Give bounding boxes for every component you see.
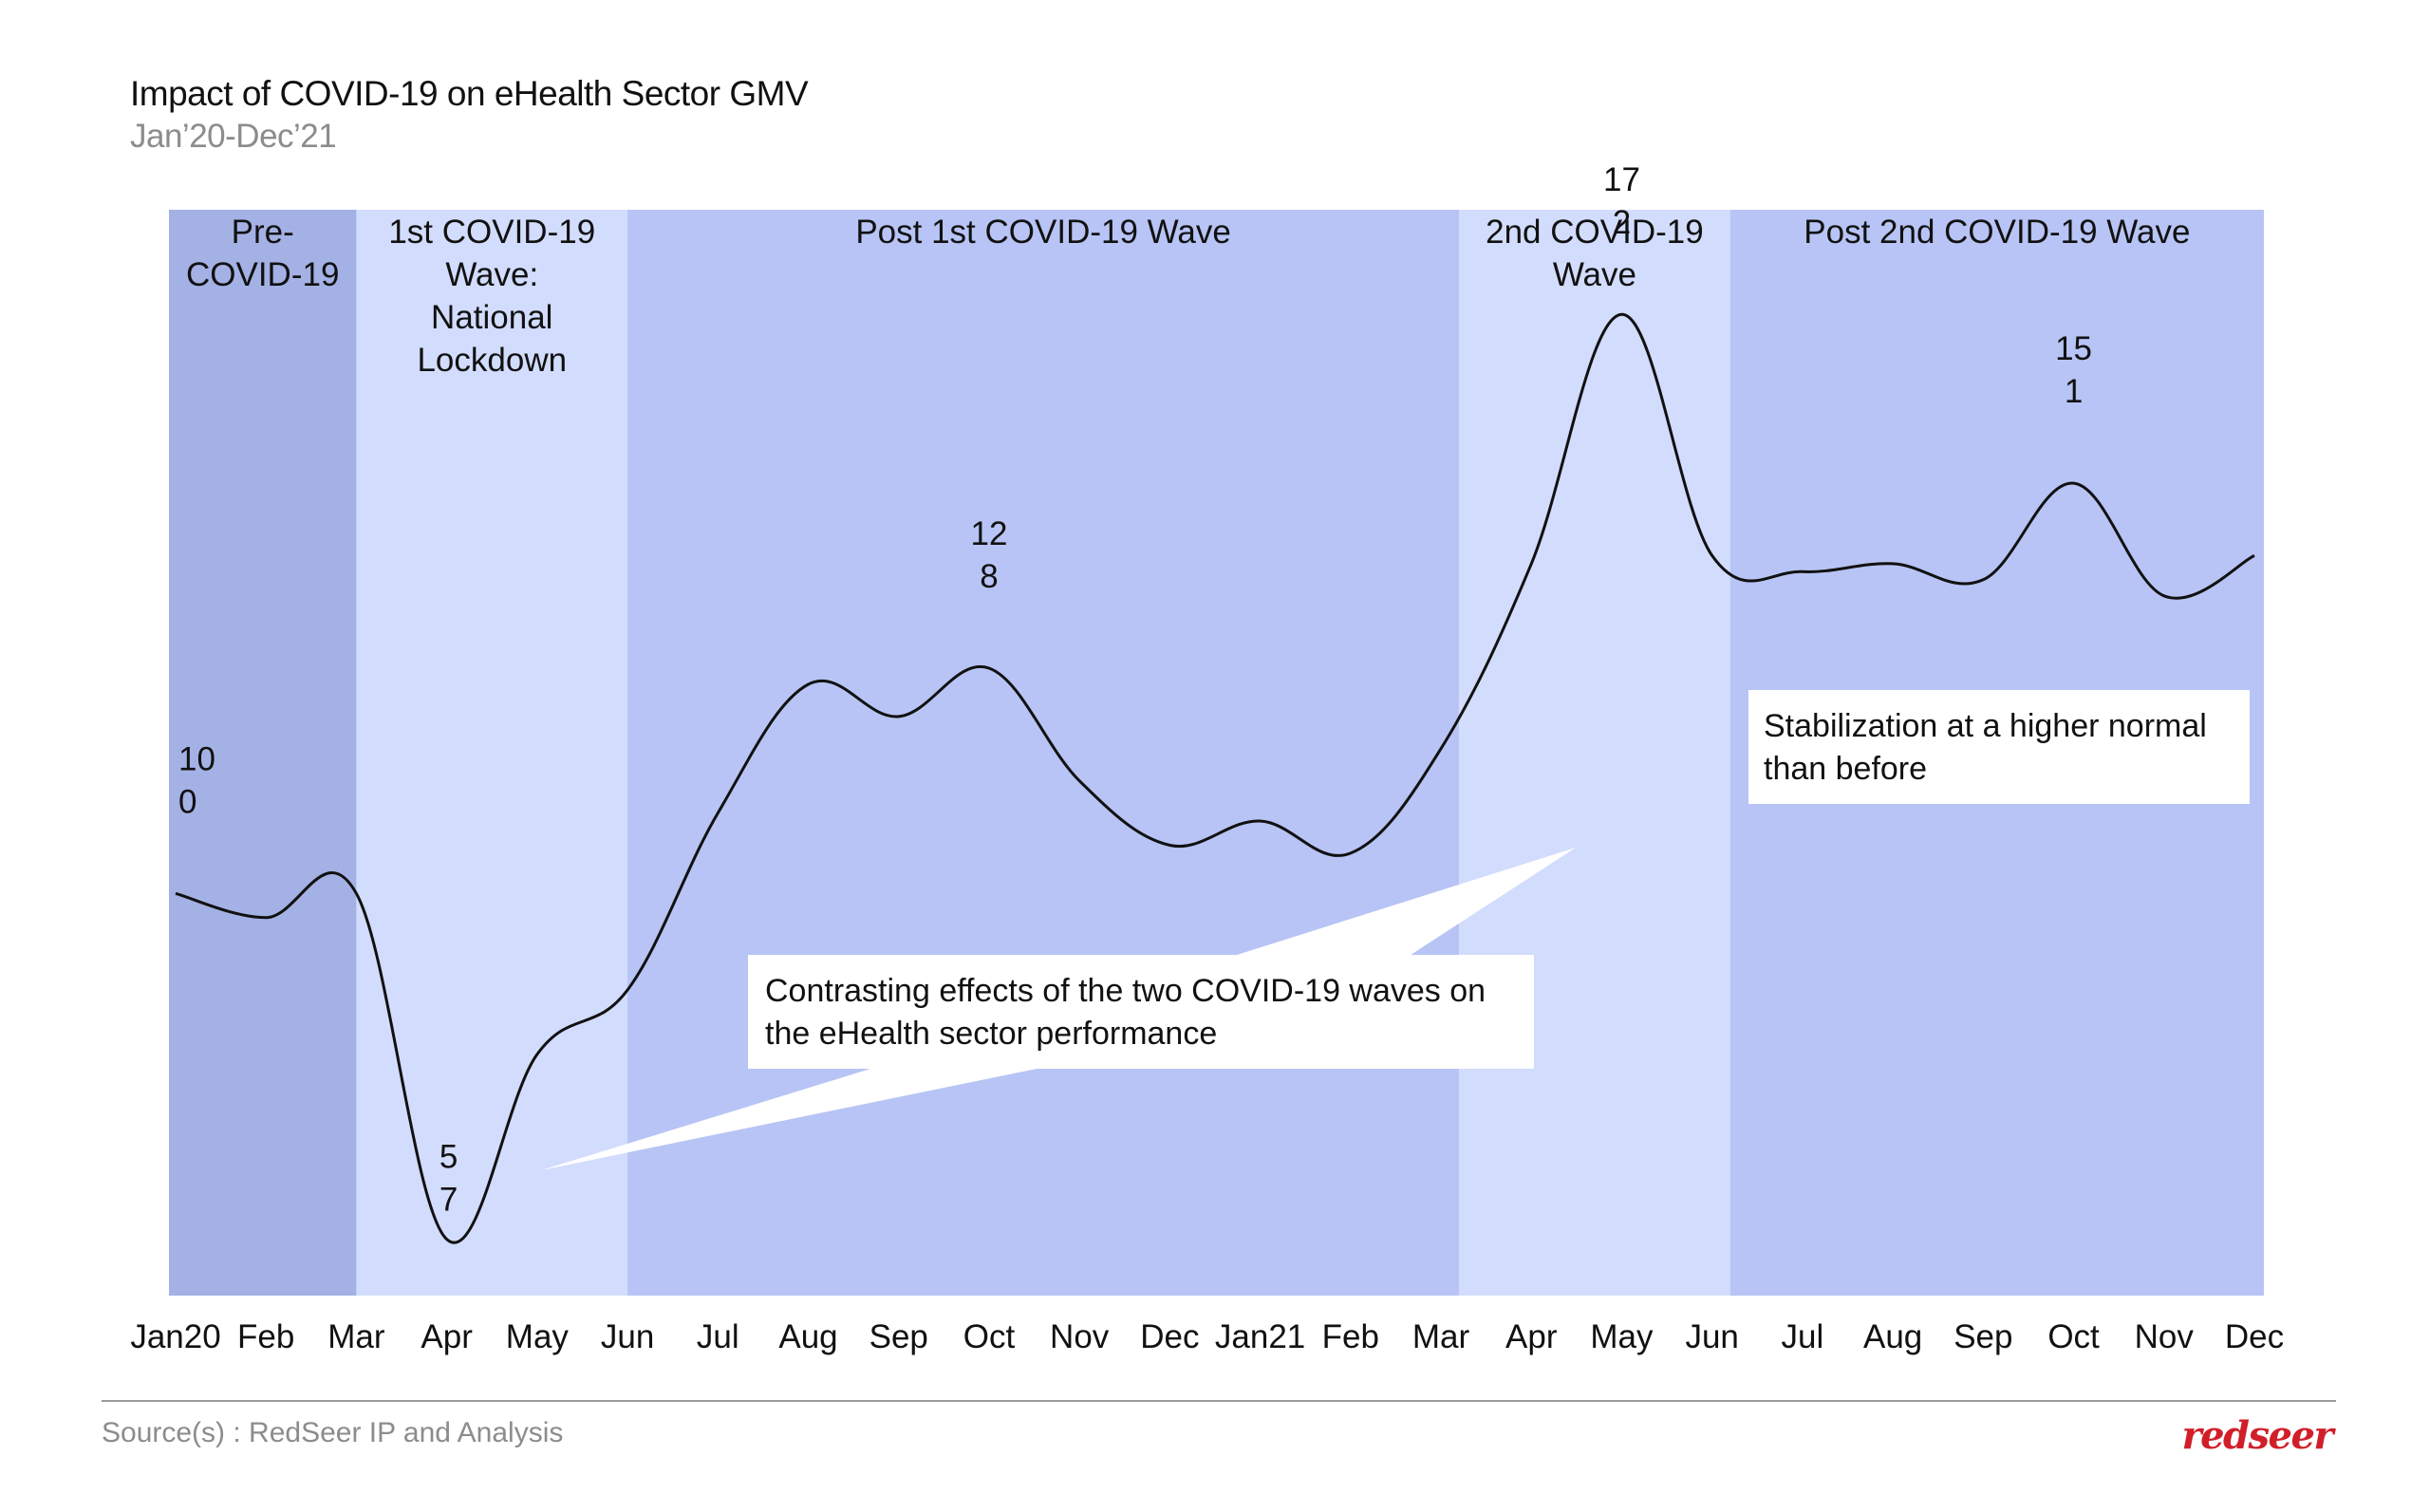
x-tick-label-3: Apr: [421, 1318, 473, 1355]
annotation-stabilization-line-0: Stabilization at a higher normal: [1764, 708, 2207, 744]
x-tick-label-13: Feb: [1322, 1318, 1379, 1355]
data-point-18: [1801, 569, 1804, 573]
data-point-16: [1619, 312, 1623, 316]
data-point-17: [1710, 553, 1714, 557]
point-label-4-1: 1: [2065, 373, 2083, 410]
x-tick-label-17: Jun: [1685, 1318, 1738, 1355]
x-tick-label-19: Aug: [1863, 1318, 1922, 1355]
phase-label-2-0: Post 1st COVID-19 Wave: [855, 214, 1231, 251]
x-tick-label-18: Jul: [1782, 1318, 1824, 1355]
data-point-22: [2162, 594, 2166, 598]
x-tick-label-23: Dec: [2225, 1318, 2284, 1355]
data-point-8: [897, 715, 901, 719]
x-tick-label-1: Feb: [237, 1318, 294, 1355]
phase-label-1-3: Lockdown: [417, 342, 567, 379]
x-tick-label-9: Oct: [963, 1318, 1016, 1355]
point-label-2-0: 12: [970, 515, 1007, 552]
point-label-1-1: 7: [439, 1182, 458, 1219]
data-point-13: [1349, 851, 1353, 855]
x-tick-label-2: Mar: [327, 1318, 385, 1355]
data-point-20: [1981, 578, 1985, 582]
x-tick-label-20: Sep: [1953, 1318, 2012, 1355]
phase-band-1: [356, 210, 628, 1296]
phase-label-0-1: COVID-19: [186, 256, 339, 293]
phase-band-3: [1459, 210, 1730, 1296]
data-point-7: [807, 682, 811, 686]
phase-label-3-1: Wave: [1553, 256, 1636, 293]
x-tick-label-14: Mar: [1412, 1318, 1470, 1355]
data-point-12: [1259, 819, 1262, 823]
x-tick-label-10: Nov: [1050, 1318, 1110, 1355]
x-tick-label-7: Aug: [778, 1318, 837, 1355]
x-tick-label-5: Jun: [601, 1318, 654, 1355]
point-label-0-0: 10: [178, 740, 215, 777]
data-point-21: [2072, 481, 2076, 485]
source-note: Source(s) : RedSeer IP and Analysis: [102, 1417, 564, 1448]
phase-label-1-1: Wave:: [445, 256, 538, 293]
data-point-23: [2252, 553, 2256, 557]
phase-label-0-0: Pre-: [232, 214, 294, 251]
phase-label-3-0: 2nd COVID-19: [1486, 214, 1704, 251]
annotation-contrast-line-1: the eHealth sector performance: [765, 1016, 1217, 1052]
annotation-box-stabilization: [1748, 690, 2250, 804]
chart-title: Impact of COVID-19 on eHealth Sector GMV: [130, 74, 809, 113]
x-tick-label-21: Oct: [2047, 1318, 2100, 1355]
data-point-10: [1077, 779, 1081, 783]
data-point-3: [445, 1238, 449, 1241]
data-point-11: [1168, 843, 1171, 847]
x-tick-label-22: Nov: [2135, 1318, 2195, 1355]
data-point-4: [535, 1053, 539, 1056]
phase-band-0: [169, 210, 357, 1296]
x-tick-label-16: May: [1590, 1318, 1654, 1355]
phase-label-1-2: National: [431, 299, 552, 336]
data-point-9: [987, 666, 991, 670]
annotation-contrast-line-0: Contrasting effects of the two COVID-19 …: [765, 973, 1486, 1009]
x-tick-label-15: Apr: [1505, 1318, 1558, 1355]
x-tick-label-6: Jul: [697, 1318, 739, 1355]
annotation-stabilization-line-1: than before: [1764, 751, 1927, 787]
point-label-3-0: 17: [1603, 161, 1640, 198]
gmv-series-line: [175, 312, 2255, 1244]
data-point-15: [1529, 562, 1533, 566]
chart-subtitle: Jan’20-Dec’21: [130, 118, 337, 155]
redseer-logo: redseer: [2181, 1413, 2334, 1458]
point-label-4-0: 15: [2055, 330, 2092, 367]
x-tick-label-11: Dec: [1140, 1318, 1199, 1355]
x-tick-label-0: Jan20: [130, 1318, 220, 1355]
point-label-0-1: 0: [178, 783, 196, 820]
phase-label-1-0: 1st COVID-19: [388, 214, 595, 251]
data-point-6: [716, 812, 720, 815]
data-point-14: [1439, 747, 1443, 751]
data-point-19: [1891, 562, 1895, 566]
data-point-1: [264, 916, 268, 920]
footer-divider: [102, 1400, 2336, 1402]
phase-label-4-0: Post 2nd COVID-19 Wave: [1804, 214, 2190, 251]
data-point-5: [626, 988, 629, 992]
point-label-3-1: 2: [1613, 204, 1631, 241]
point-label-1-0: 5: [439, 1139, 458, 1176]
point-label-2-1: 8: [980, 558, 998, 595]
annotation-box-contrast: [748, 955, 1534, 1069]
data-point-2: [354, 891, 358, 895]
x-tick-label-12: Jan21: [1215, 1318, 1305, 1355]
data-point-0: [174, 891, 178, 895]
x-tick-label-8: Sep: [869, 1318, 928, 1355]
x-tick-label-4: May: [506, 1318, 570, 1355]
